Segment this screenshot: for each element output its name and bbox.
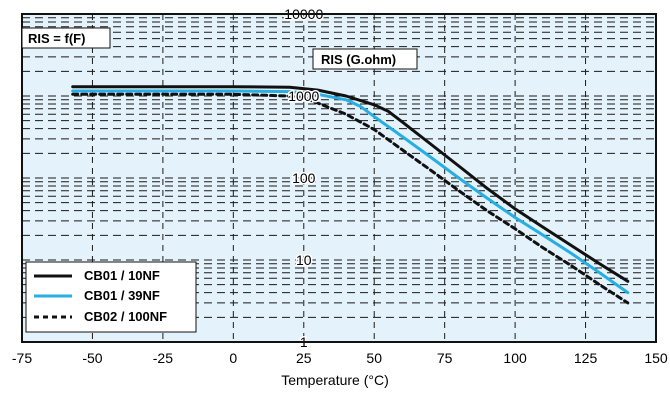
y-tick-label-1: 10: [296, 252, 312, 268]
x-tick-label-8: 125: [574, 350, 598, 366]
x-tick-label-6: 75: [437, 350, 453, 366]
x-tick-label-2: -25: [153, 350, 173, 366]
x-tick-layer: -75 -50 -25 0 25 50 75 100 125 150: [12, 350, 668, 366]
x-tick-label-5: 50: [366, 350, 382, 366]
x-axis-label: Temperature (°C): [281, 372, 389, 388]
series-line-2: [71, 92, 630, 305]
legend: CB01 / 10NF CB01 / 39NF CB02 / 100NF: [25, 261, 197, 333]
chart-title: RIS = f(F): [21, 27, 111, 49]
x-tick-label-4: 25: [296, 350, 312, 366]
chart-title-text: RIS = f(F): [28, 31, 85, 46]
x-tick-label-0: -75: [12, 350, 32, 366]
legend-label-cb02-100nf: CB02 / 100NF: [84, 309, 167, 324]
x-tick-label-9: 150: [644, 350, 668, 366]
x-tick-label-7: 100: [503, 350, 527, 366]
x-tick-label-3: 0: [229, 350, 237, 366]
series-layer: [71, 85, 630, 305]
x-tick-label-1: -50: [82, 350, 102, 366]
y-axis-label-text: RIS (G.ohm): [321, 52, 396, 67]
series-line-1: [71, 89, 630, 295]
legend-label-cb01-10nf: CB01 / 10NF: [84, 268, 160, 283]
legend-label-cb01-39nf: CB01 / 39NF: [84, 288, 160, 303]
plot-border: [21, 13, 657, 343]
series-line-0: [71, 85, 630, 283]
y-tick-label-3: 1000: [288, 88, 319, 104]
y-tick-label-2: 100: [292, 170, 316, 186]
y-axis-label: RIS (G.ohm): [312, 48, 418, 70]
